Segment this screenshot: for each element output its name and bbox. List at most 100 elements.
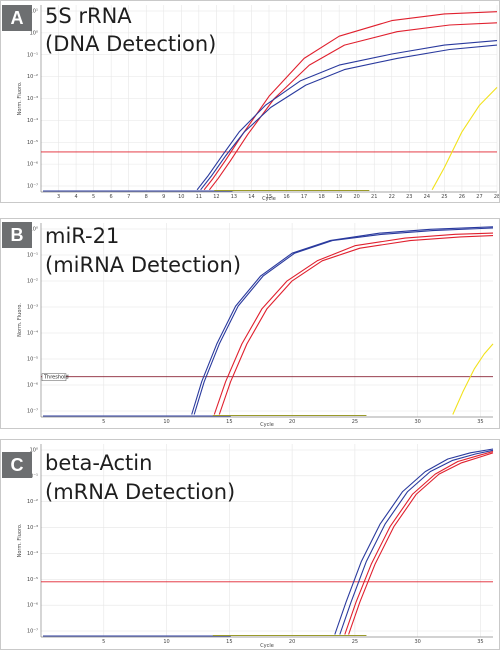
- y-tick-label: 10⁻⁴: [27, 331, 38, 337]
- y-tick-label: 10⁰: [30, 448, 38, 454]
- x-tick-label: 5: [102, 419, 105, 425]
- y-tick-label: 10⁰: [30, 227, 38, 233]
- x-tick-label: 15: [266, 194, 272, 200]
- y-tick-label: 10⁻⁷: [27, 409, 38, 415]
- x-tick-label: 22: [389, 194, 395, 200]
- x-tick-label: 10: [163, 419, 169, 425]
- y-tick-label: 10⁻³: [27, 96, 38, 102]
- x-tick-label: 35: [477, 639, 483, 645]
- series-line-yellow: [452, 343, 494, 415]
- series-line-blue: [334, 448, 494, 635]
- x-tick-label: 26: [459, 194, 465, 200]
- x-tick-label: 24: [424, 194, 430, 200]
- panel-label-c: C: [2, 452, 32, 478]
- x-axis-label: Cycle: [260, 643, 274, 649]
- series-line-red: [218, 235, 494, 415]
- baseline-traces: [43, 635, 367, 637]
- x-tick-label: 25: [441, 194, 447, 200]
- y-tick-label: 10⁻⁵: [27, 577, 38, 583]
- x-axis-label: Cycle: [262, 196, 276, 202]
- series-line-red: [213, 232, 494, 415]
- y-tick-label: 10⁻⁶: [27, 162, 38, 168]
- chart-a: 3 4 5 6 7 8 9 10 11 12 13 14 15 16 17 18 19 20 21 22 23 24 25 2…: [17, 4, 499, 202]
- x-tick-label: 5: [92, 194, 95, 200]
- x-tick-label: 20: [354, 194, 360, 200]
- series-line-red: [344, 450, 494, 635]
- y-tick-label: 10⁰: [30, 30, 38, 36]
- y-tick-label: 10⁻²: [27, 74, 38, 80]
- x-tick-label: 15: [226, 419, 232, 425]
- y-tick-label: 10⁻³: [27, 305, 38, 311]
- y-tick-label: 10⁻⁵: [27, 357, 38, 363]
- series-line-blue: [200, 44, 498, 191]
- x-tick-label: 21: [371, 194, 377, 200]
- baseline-traces: [43, 415, 367, 417]
- x-tick-label: 20: [289, 419, 295, 425]
- x-tick-label: 12: [213, 194, 219, 200]
- y-axis-label: Norm. Fluoro.: [17, 81, 23, 115]
- x-tick-label: 35: [477, 419, 483, 425]
- y-tick-label: 10⁻²: [27, 279, 38, 285]
- gridlines: [41, 223, 493, 417]
- x-tick-label: 30: [414, 419, 420, 425]
- panel-a: 3 4 5 6 7 8 9 10 11 12 13 14 15 16 17 18 19 20 21 22 23 24 25 2…: [0, 0, 500, 203]
- y-tick-label: 10¹: [30, 9, 38, 15]
- chart-title-line: miR-21: [45, 224, 119, 248]
- y-tick-label: 10⁻¹: [27, 52, 38, 58]
- series-line-red: [208, 22, 498, 191]
- chart-title-line: (miRNA Detection): [45, 253, 241, 277]
- plot-frame-c: 5 10 15 20 25 30 35 10⁰ 10⁻¹ 10⁻² 10⁻³ 10⁻⁴ 10⁻⁵ 10⁻⁶…: [0, 439, 500, 650]
- x-tick-label: 25: [352, 639, 358, 645]
- series-line-blue: [193, 227, 494, 415]
- x-tick-label: 14: [248, 194, 254, 200]
- series-line-red: [203, 11, 498, 191]
- threshold-label-box: [41, 373, 67, 381]
- series-line-blue: [196, 40, 498, 191]
- x-tick-label: 20: [289, 639, 295, 645]
- x-tick-label: 19: [336, 194, 342, 200]
- y-tick-label: 10⁻¹: [27, 253, 38, 259]
- series-line-red: [348, 452, 494, 635]
- chart-title-line: (DNA Detection): [45, 32, 216, 56]
- x-tick-label: 6: [110, 194, 113, 200]
- y-axis-label: Norm. Fluoro.: [17, 523, 23, 557]
- x-tick-label: 15: [226, 639, 232, 645]
- chart-title-line: 5S rRNA: [45, 4, 132, 28]
- panel-label-a: A: [2, 5, 32, 31]
- plot-frame-b: 5 10 15 20 25 30 35 10⁰ 10⁻¹ 10⁻² 10⁻³ 10⁻⁴ 10⁻⁵ 10⁻⁶…: [0, 218, 500, 429]
- panel-c: 5 10 15 20 25 30 35 10⁰ 10⁻¹ 10⁻² 10⁻³ 10⁻⁴ 10⁻⁵ 10⁻⁶…: [0, 439, 500, 650]
- series-line-blue: [191, 226, 494, 415]
- x-tick-label: 11: [196, 194, 202, 200]
- x-tick-label: 17: [301, 194, 307, 200]
- y-tick-label: 10⁻⁶: [27, 383, 38, 389]
- x-tick-label: 23: [406, 194, 412, 200]
- y-axis-label: Norm. Fluoro.: [17, 303, 23, 337]
- y-tick-label: 10⁻⁴: [27, 551, 38, 557]
- series-line-blue: [339, 449, 494, 635]
- threshold-label: Threshold: [43, 375, 69, 381]
- y-tick-label: 10⁻⁵: [27, 140, 38, 146]
- baseline-traces: [43, 190, 370, 192]
- y-tick-label: 10⁻¹: [27, 473, 38, 479]
- x-tick-label: 8: [145, 194, 148, 200]
- x-tick-label: 25: [352, 419, 358, 425]
- panel-b: 5 10 15 20 25 30 35 10⁰ 10⁻¹ 10⁻² 10⁻³ 10⁻⁴ 10⁻⁵ 10⁻⁶…: [0, 218, 500, 429]
- x-tick-label: 27: [476, 194, 482, 200]
- panel-label-b: B: [2, 222, 32, 248]
- y-tick-label: 10⁻²: [27, 499, 38, 505]
- x-tick-label: 13: [231, 194, 237, 200]
- series-line-yellow: [431, 87, 498, 191]
- plot-frame-a: 3 4 5 6 7 8 9 10 11 12 13 14 15 16 17 18 19 20 21 22 23 24 25 2…: [0, 0, 500, 203]
- gridlines: [41, 444, 493, 637]
- y-tick-label: 10⁻³: [27, 525, 38, 531]
- x-tick-label: 10: [178, 194, 184, 200]
- chart-c: 5 10 15 20 25 30 35 10⁰ 10⁻¹ 10⁻² 10⁻³ 10⁻⁴ 10⁻⁵ 10⁻⁶…: [17, 444, 494, 649]
- x-tick-label: 18: [318, 194, 324, 200]
- x-tick-label: 3: [57, 194, 60, 200]
- x-tick-label: 16: [283, 194, 289, 200]
- y-tick-label: 10⁻⁴: [27, 118, 38, 124]
- x-tick-label: 7: [127, 194, 130, 200]
- x-tick-label: 4: [74, 194, 77, 200]
- x-tick-label: 9: [162, 194, 165, 200]
- y-tick-label: 10⁻⁶: [27, 603, 38, 609]
